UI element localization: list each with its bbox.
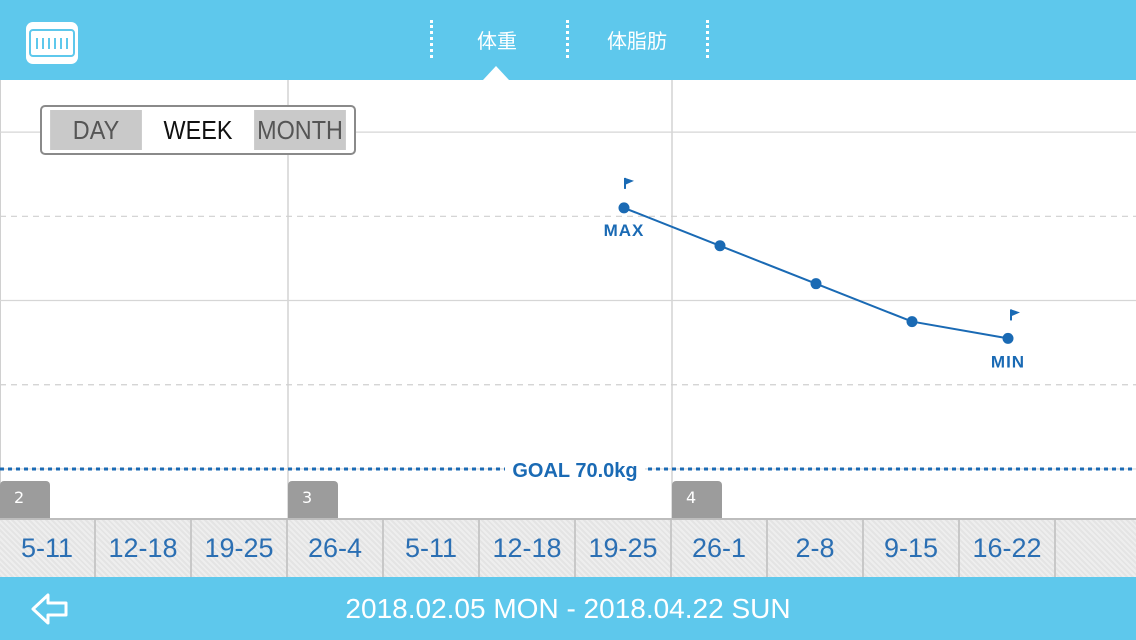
- tab-separator: [430, 20, 433, 58]
- app-header: 体重 体脂肪: [0, 0, 1136, 80]
- month-label: 2: [0, 481, 50, 519]
- max-label: MAX: [604, 221, 645, 240]
- data-point: [810, 278, 822, 290]
- week-cell[interactable]: 9-15: [864, 520, 960, 577]
- month-label: 4: [672, 481, 722, 519]
- tab-weight[interactable]: 体重: [477, 29, 517, 53]
- week-cell[interactable]: 26-4: [288, 520, 384, 577]
- data-point: [1002, 332, 1014, 344]
- tab-separator: [566, 20, 569, 58]
- scale-ruler-icon[interactable]: [26, 22, 78, 64]
- max-flag-icon: [625, 177, 634, 185]
- week-cell[interactable]: 12-18: [96, 520, 192, 577]
- tab-separator: [706, 20, 709, 58]
- range-week-button[interactable]: WEEK: [152, 110, 244, 150]
- weight-chart: GOAL 70.0kg MAX MIN: [0, 80, 1136, 520]
- min-label: MIN: [991, 352, 1025, 371]
- week-cell[interactable]: 2-8: [768, 520, 864, 577]
- week-selector: 5-11 12-18 19-25 26-4 5-11 12-18 19-25 2…: [0, 518, 1136, 577]
- data-point: [906, 316, 918, 328]
- back-arrow-icon[interactable]: [30, 591, 70, 627]
- goal-label: GOAL 70.0kg: [512, 460, 637, 482]
- week-cell[interactable]: 12-18: [480, 520, 576, 577]
- goal-label-bg: [505, 455, 645, 482]
- month-label: 3: [288, 481, 338, 519]
- chart-canvas: GOAL 70.0kg MAX MIN: [0, 80, 1136, 520]
- week-cell[interactable]: 19-25: [576, 520, 672, 577]
- week-cell[interactable]: 5-11: [384, 520, 480, 577]
- week-cell[interactable]: 19-25: [192, 520, 288, 577]
- range-day-button[interactable]: DAY: [50, 110, 142, 150]
- week-cell[interactable]: 5-11: [0, 520, 96, 577]
- min-flag-icon: [1011, 309, 1020, 317]
- active-tab-indicator: [483, 66, 509, 80]
- range-toggle: DAY WEEK MONTH: [40, 105, 356, 155]
- date-range-footer: 2018.02.05 MON - 2018.04.22 SUN: [0, 577, 1136, 640]
- weight-series-line: [623, 206, 1009, 340]
- week-cell[interactable]: 26-1: [672, 520, 768, 577]
- data-point: [618, 202, 630, 214]
- data-point: [714, 240, 726, 252]
- week-cell[interactable]: 16-22: [960, 520, 1056, 577]
- date-range-label: 2018.02.05 MON - 2018.04.22 SUN: [345, 593, 791, 624]
- range-month-button[interactable]: MONTH: [254, 110, 346, 150]
- tab-body-fat[interactable]: 体脂肪: [607, 29, 667, 53]
